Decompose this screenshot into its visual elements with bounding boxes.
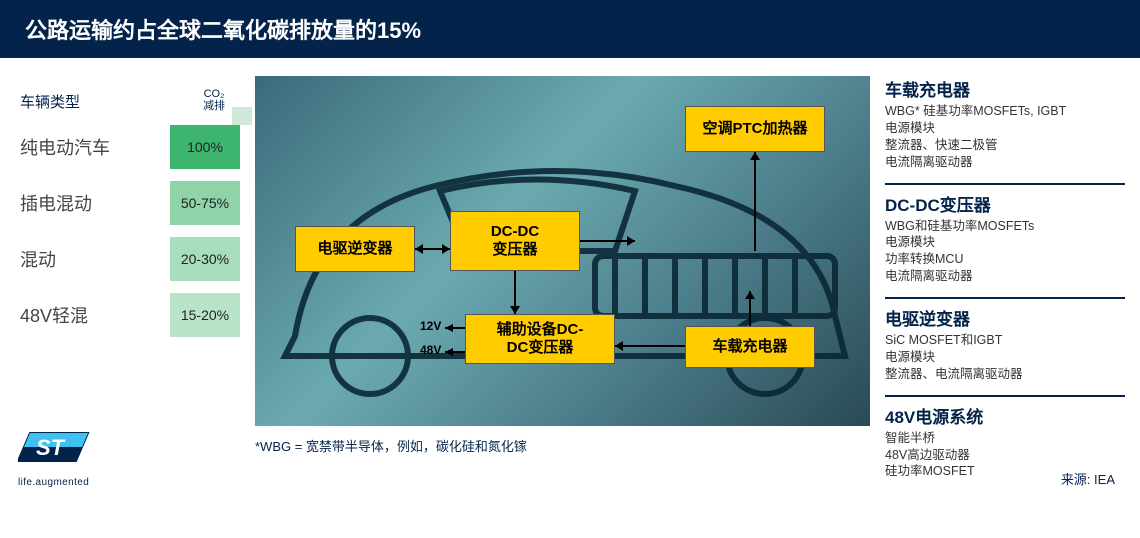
table-row: 48V轻混 15-20% xyxy=(20,286,240,342)
separator xyxy=(885,183,1125,185)
separator xyxy=(885,297,1125,299)
list-item: WBG和硅基功率MOSFETs xyxy=(885,218,1125,235)
trail-bar xyxy=(232,107,252,125)
row-label: 混动 xyxy=(20,246,56,272)
group-title: 电驱逆变器 xyxy=(885,305,1125,330)
co2-bar: 20-30% xyxy=(170,237,240,281)
table-row: 插电混动 50-75% xyxy=(20,174,240,230)
slide-title: 公路运输约占全球二氧化碳排放量的15% xyxy=(25,13,421,45)
list-group: DC-DC变压器 WBG和硅基功率MOSFETs电源模块功率转换MCU电流隔离驱动… xyxy=(885,191,1125,286)
head-type: 车辆类型 xyxy=(20,91,80,112)
label-12v: 12V xyxy=(420,319,441,333)
list-item: 电流隔离驱动器 xyxy=(885,154,1125,171)
label-48v: 48V xyxy=(420,343,441,357)
box-aux: 辅助设备DC-DC变压器 xyxy=(465,314,615,364)
list-item: 智能半桥 xyxy=(885,430,1125,447)
group-title: 车载充电器 xyxy=(885,76,1125,101)
row-label: 纯电动汽车 xyxy=(20,134,110,160)
list-item: 功率转换MCU xyxy=(885,251,1125,268)
group-title: 48V电源系统 xyxy=(885,403,1125,428)
vehicle-table: 车辆类型 CO₂ 减排 纯电动汽车 100% 插电混动 50-75% 混动 20-30% 4… xyxy=(20,88,240,342)
logo-tagline: life.augmented xyxy=(18,477,89,488)
list-item: 48V高边驱动器 xyxy=(885,447,1125,464)
svg-text:ST: ST xyxy=(36,435,66,460)
slide-content: 车辆类型 CO₂ 减排 纯电动汽车 100% 插电混动 50-75% 混动 20-30% 4… xyxy=(0,58,1140,498)
co2-bar: 50-75% xyxy=(170,181,240,225)
list-item: 电源模块 xyxy=(885,234,1125,251)
row-label: 48V轻混 xyxy=(20,302,88,328)
separator xyxy=(885,395,1125,397)
source-label: 来源: IEA xyxy=(1061,469,1115,488)
table-row: 混动 20-30% xyxy=(20,230,240,286)
ev-diagram: 空调PTC加热器电驱逆变器 DC-DC变压器辅助设备DC-DC变压器 车载充电器 1… xyxy=(255,76,870,426)
list-item: SiC MOSFET和IGBT xyxy=(885,332,1125,349)
component-list: 车载充电器WBG* 硅基功率MOSFETs, IGBT电源模块整流器、快速二极管… xyxy=(885,76,1125,492)
co2-bar: 15-20% xyxy=(170,293,240,337)
st-logo: ST life.augmented xyxy=(18,431,89,488)
box-dcdc: DC-DC变压器 xyxy=(450,211,580,271)
list-item: 电源模块 xyxy=(885,349,1125,366)
list-item: 电源模块 xyxy=(885,120,1125,137)
co2-bar: 100% xyxy=(170,125,240,169)
list-item: 整流器、电流隔离驱动器 xyxy=(885,366,1125,383)
list-item: 电流隔离驱动器 xyxy=(885,268,1125,285)
row-label: 插电混动 xyxy=(20,190,92,216)
footnote: *WBG = 宽禁带半导体，例如，碳化硅和氮化镓 xyxy=(255,436,527,455)
box-inverter: 电驱逆变器 xyxy=(295,226,415,272)
list-item: WBG* 硅基功率MOSFETs, IGBT xyxy=(885,103,1125,120)
list-item: 整流器、快速二极管 xyxy=(885,137,1125,154)
box-obc: 车载充电器 xyxy=(685,326,815,368)
group-title: DC-DC变压器 xyxy=(885,191,1125,216)
box-ptc: 空调PTC加热器 xyxy=(685,106,825,152)
list-group: 电驱逆变器 SiC MOSFET和IGBT电源模块整流器、电流隔离驱动器 xyxy=(885,305,1125,383)
table-head: 车辆类型 CO₂ 减排 xyxy=(20,88,240,118)
list-group: 车载充电器 WBG* 硅基功率MOSFETs, IGBT电源模块整流器、快速二极管… xyxy=(885,76,1125,171)
slide-header: 公路运输约占全球二氧化碳排放量的15% xyxy=(0,0,1140,58)
table-row: 纯电动汽车 100% xyxy=(20,118,240,174)
